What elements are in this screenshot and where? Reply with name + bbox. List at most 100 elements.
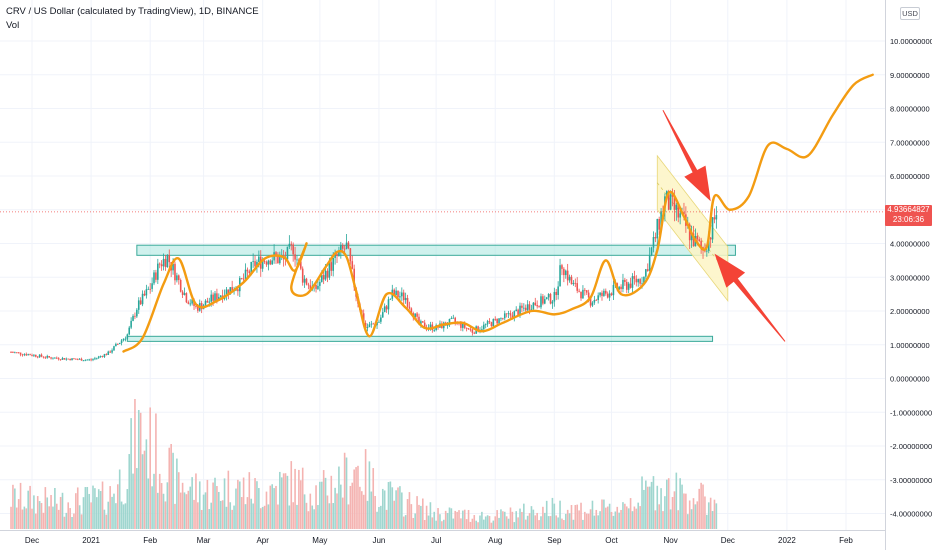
candle-body xyxy=(78,358,81,360)
volume-bar xyxy=(473,515,476,529)
candle-body xyxy=(660,211,662,230)
candle-body xyxy=(21,354,24,356)
volume-bar xyxy=(446,512,449,529)
currency-button[interactable]: USD xyxy=(900,7,920,20)
volume-bar xyxy=(631,511,634,529)
volume-bar xyxy=(221,500,224,529)
volume-bar xyxy=(391,487,394,529)
volume-bar xyxy=(46,497,49,529)
volume-bar xyxy=(21,509,24,529)
volume-bar xyxy=(99,491,102,529)
candle-body xyxy=(482,324,485,330)
volume-bar xyxy=(212,482,214,529)
candle-body xyxy=(690,233,693,241)
y-tick-label: -1.00000000 xyxy=(890,408,932,417)
candle-body xyxy=(36,356,39,358)
volume-bar xyxy=(168,447,171,529)
volume-bar xyxy=(692,498,695,529)
volume-bar xyxy=(488,516,491,529)
volume-bar xyxy=(353,469,355,529)
candle-body xyxy=(557,286,559,295)
candle-body xyxy=(608,293,611,298)
candle-body xyxy=(505,313,508,315)
candle-body xyxy=(216,293,218,301)
volume-indicator-label[interactable]: Vol xyxy=(6,20,20,31)
volume-bar xyxy=(627,508,630,529)
candle-body xyxy=(96,357,98,359)
volume-bar xyxy=(103,509,106,529)
volume-bar xyxy=(139,412,142,529)
y-tick-label: -2.00000000 xyxy=(890,442,932,451)
candle-body xyxy=(82,360,85,362)
volume-bar xyxy=(349,485,352,529)
candle-body xyxy=(433,330,436,331)
volume-bar xyxy=(322,470,325,529)
volume-bar xyxy=(578,510,580,529)
candle-body xyxy=(143,293,146,296)
volume-bar xyxy=(509,507,512,529)
candle-body xyxy=(410,308,413,314)
volume-bar xyxy=(437,508,439,529)
candle-body xyxy=(544,299,546,304)
volume-bar xyxy=(341,497,344,529)
volume-bar xyxy=(675,472,678,529)
candle-body xyxy=(166,254,169,268)
candle-body xyxy=(44,357,47,359)
volume-bar xyxy=(299,480,302,529)
candle-body xyxy=(242,278,245,280)
candle-body xyxy=(671,194,674,197)
candle-body xyxy=(624,279,626,282)
candle-body xyxy=(320,275,323,282)
candle-body xyxy=(688,224,691,241)
candle-body xyxy=(153,272,155,284)
volume-bar xyxy=(387,482,390,529)
candle-body xyxy=(61,358,64,360)
grid xyxy=(0,0,885,530)
volume-bar xyxy=(526,515,529,529)
candle-body xyxy=(502,318,504,320)
candle-body xyxy=(277,256,279,264)
volume-bar xyxy=(686,514,689,529)
volume-bar xyxy=(545,500,548,529)
volume-bar xyxy=(456,511,458,529)
volume-bar xyxy=(92,485,94,529)
volume-bar xyxy=(248,472,251,529)
volume-bar xyxy=(498,517,500,529)
support-zone-upper xyxy=(136,244,736,256)
volume-bar xyxy=(458,510,460,529)
candle-body xyxy=(130,320,132,328)
candle-body xyxy=(387,299,390,310)
candle-body xyxy=(334,253,336,258)
volume-bar xyxy=(572,519,575,529)
volume-bar xyxy=(218,491,220,529)
candle-body xyxy=(385,306,388,310)
candle-body xyxy=(254,261,256,267)
volume-bar xyxy=(479,515,481,529)
volume-bar xyxy=(80,514,83,529)
volume-bar xyxy=(200,509,203,529)
candle-body xyxy=(189,303,192,305)
volume-bar xyxy=(294,468,296,529)
volume-bar xyxy=(441,521,443,529)
volume-bar xyxy=(296,504,298,529)
volume-bar xyxy=(96,497,98,529)
volume-bar xyxy=(362,494,365,529)
volume-bar xyxy=(189,486,192,529)
y-tick-label: 10.00000000 xyxy=(890,37,932,46)
candle-body xyxy=(450,318,453,320)
volume-bar xyxy=(71,516,73,529)
volume-bar xyxy=(376,511,378,529)
candle-body xyxy=(179,279,182,292)
candle-body xyxy=(116,343,119,345)
volume-bar xyxy=(587,513,590,529)
volume-bar xyxy=(484,516,487,529)
volume-bar xyxy=(423,520,426,529)
volume-bar xyxy=(116,484,119,529)
volume-bar xyxy=(360,491,363,529)
x-tick-label: Nov xyxy=(664,536,678,545)
volume-bar xyxy=(145,439,148,529)
chart-title: CRV / US Dollar (calculated by TradingVi… xyxy=(6,6,259,17)
volume-bar xyxy=(84,487,87,529)
